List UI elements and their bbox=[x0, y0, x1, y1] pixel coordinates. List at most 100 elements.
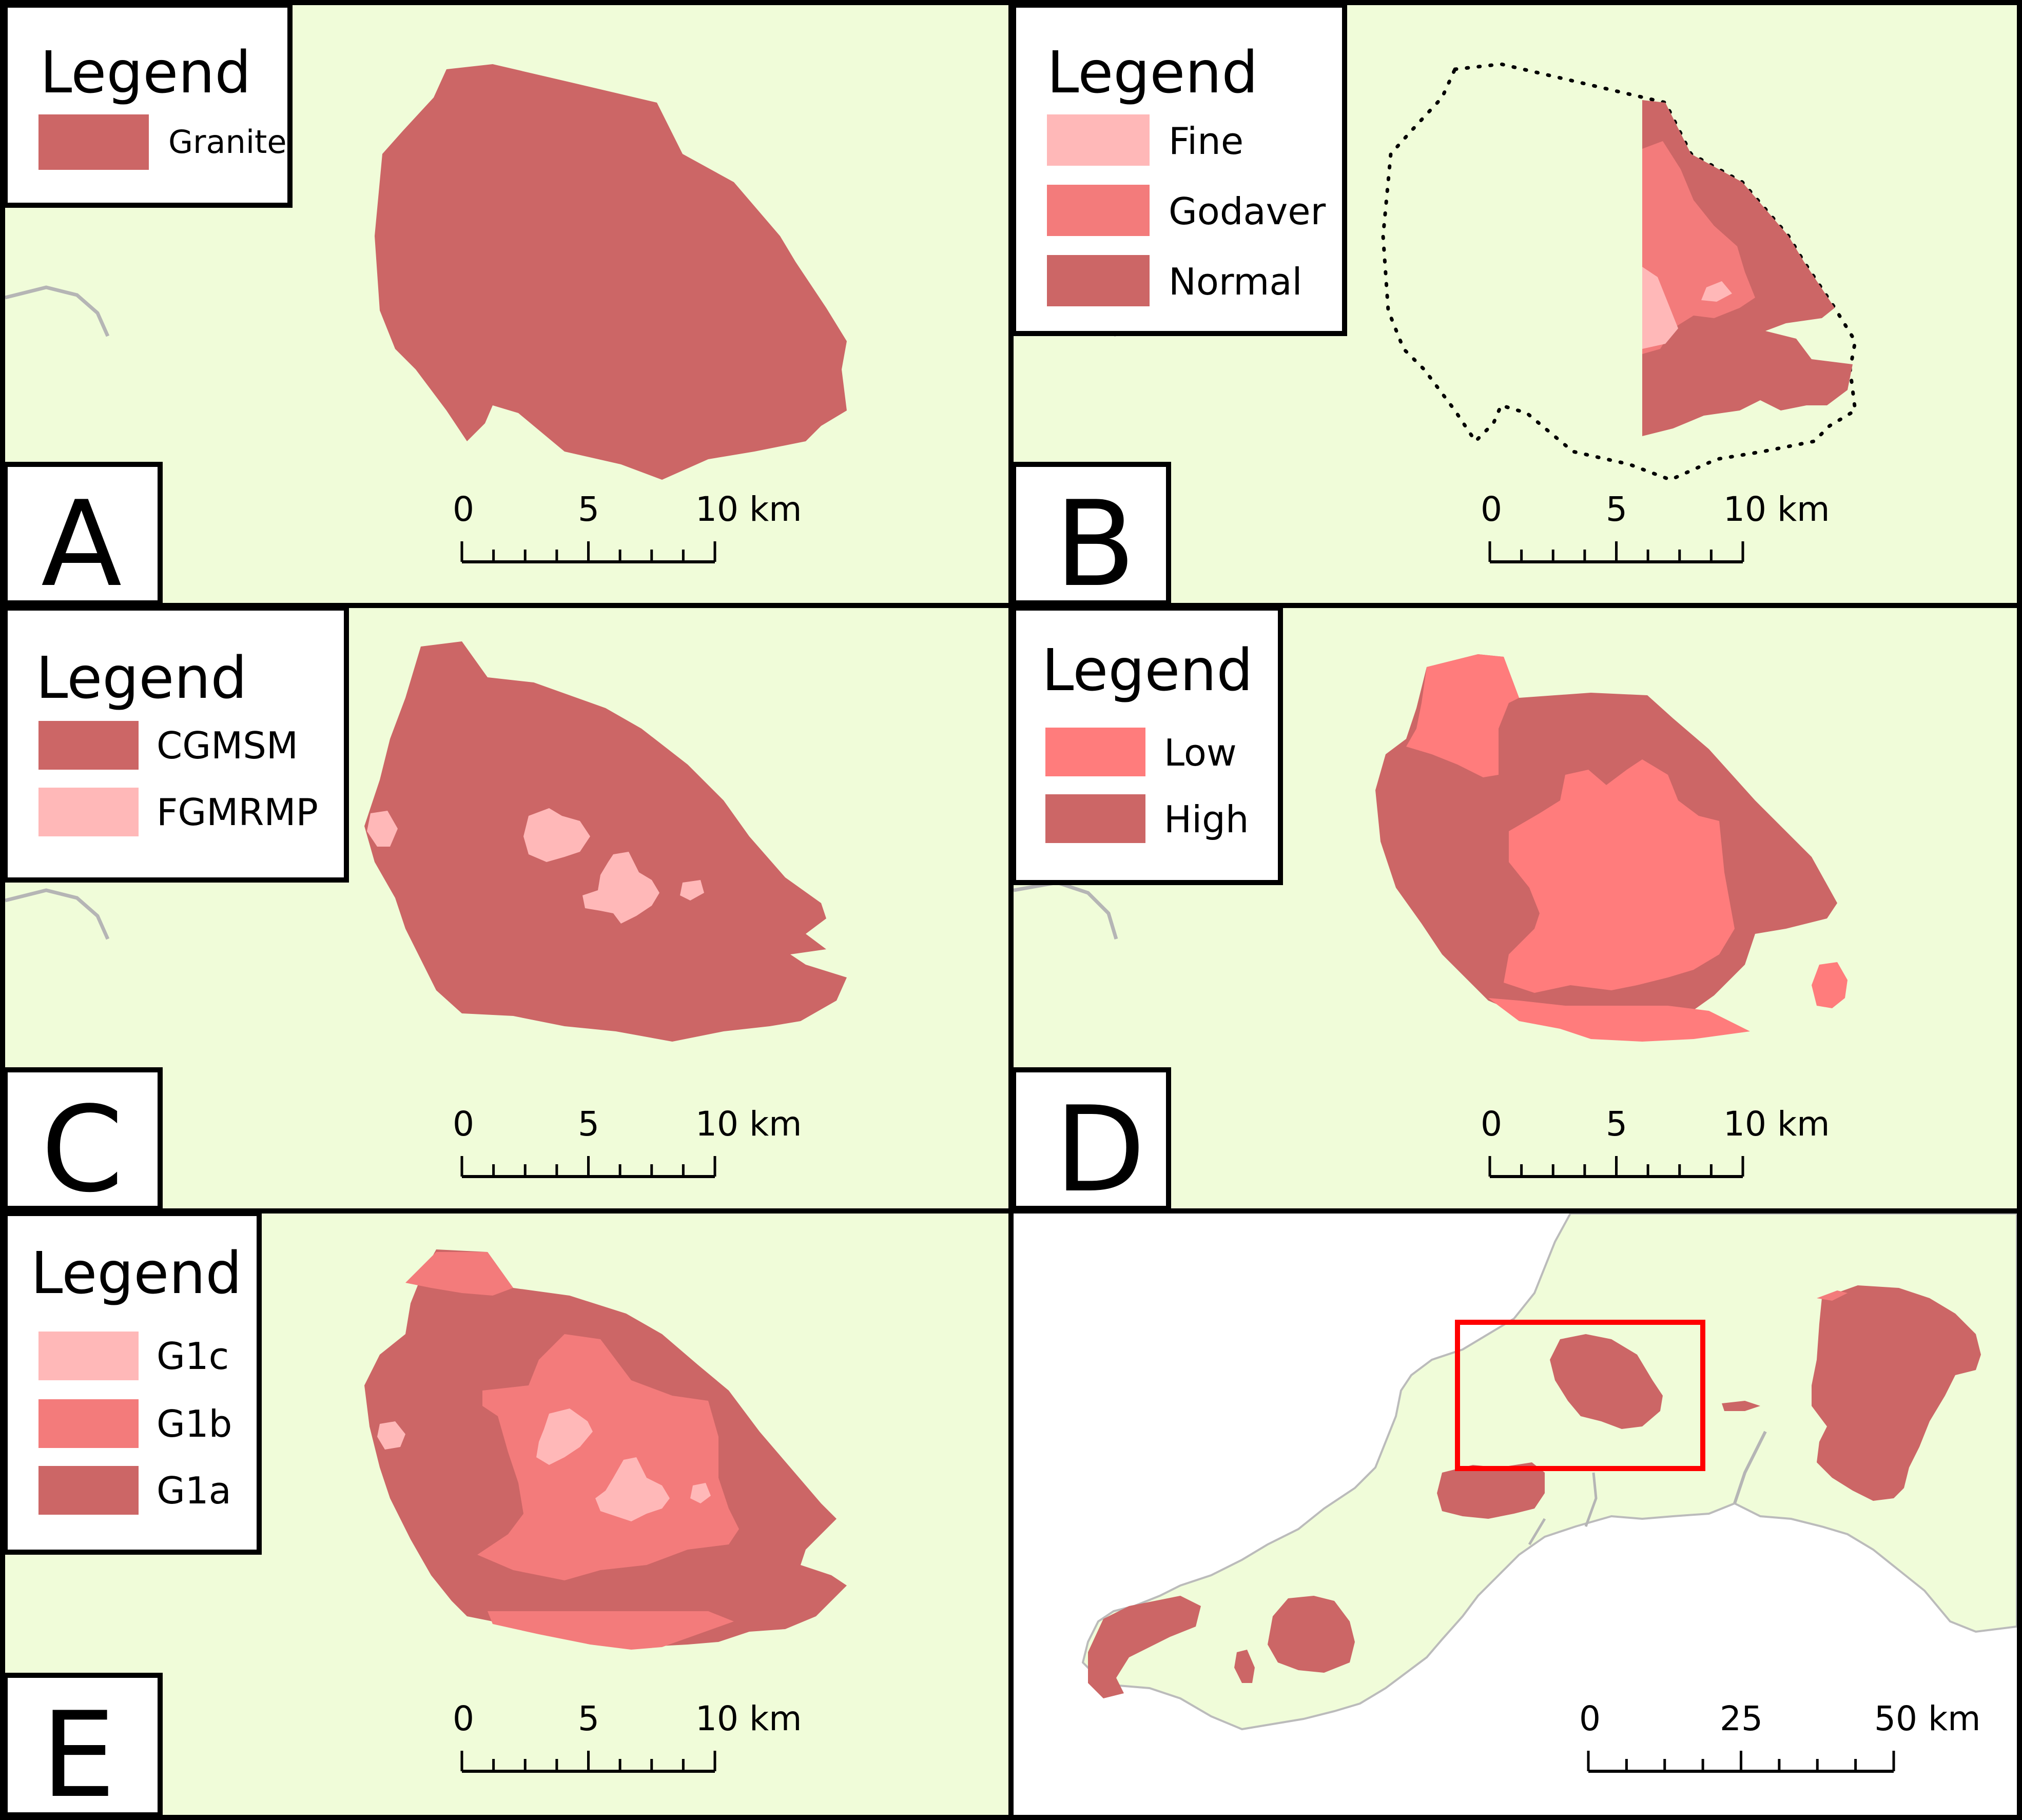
g1c-patch bbox=[536, 1408, 593, 1465]
legend-e-label-g1b: G1b bbox=[157, 1402, 232, 1445]
legend-c-label-fgmrmp: FGMRMP bbox=[157, 791, 318, 834]
legend-d-label-high: High bbox=[1164, 798, 1249, 841]
scale-label-10km: 10 km bbox=[695, 490, 802, 529]
low-region-central bbox=[1504, 759, 1735, 993]
legend-b-title: Legend bbox=[1047, 40, 1258, 106]
legend-d-label-low: Low bbox=[1164, 731, 1237, 774]
legend-a-swatch-granite bbox=[38, 114, 149, 170]
fgmrmp-patch bbox=[367, 811, 398, 847]
river-line bbox=[1733, 1431, 1767, 1504]
panel-d-map: Legend Low High D 0 5 10 km bbox=[1014, 608, 2017, 1219]
river-line bbox=[5, 285, 110, 337]
g1b-region-central bbox=[477, 1334, 739, 1580]
legend-d-title: Legend bbox=[1042, 637, 1253, 704]
godaver-granite-region bbox=[1642, 141, 1755, 354]
legend-b-label-godaver: Godaver bbox=[1169, 190, 1326, 233]
panel-c-letter-box bbox=[5, 1067, 163, 1208]
scale-label-0: 0 bbox=[1579, 1699, 1601, 1738]
g1c-patch bbox=[595, 1457, 670, 1521]
scale-label-0: 0 bbox=[1481, 490, 1502, 529]
scale-label-5: 5 bbox=[578, 1104, 599, 1144]
legend-c-swatch-fgmrmp bbox=[38, 788, 139, 836]
legend-e-title: Legend bbox=[31, 1240, 242, 1307]
fgmrmp-patch bbox=[582, 852, 659, 924]
cgmsm-region bbox=[364, 641, 847, 1042]
overview-granite-small bbox=[1722, 1401, 1760, 1411]
g1c-patch bbox=[690, 1483, 711, 1503]
scale-label-0: 0 bbox=[453, 1699, 474, 1738]
legend-e-label-g1c: G1c bbox=[157, 1335, 229, 1378]
legend-c-label-cgmsm: CGMSM bbox=[157, 724, 298, 767]
legend-a-box bbox=[5, 5, 293, 208]
legend-a-label-granite: Granite bbox=[168, 123, 287, 161]
scale-label-0: 0 bbox=[453, 490, 474, 529]
panel-d-letter: D bbox=[1055, 1082, 1145, 1219]
panel-e-letter-box bbox=[5, 1673, 163, 1815]
scale-bar-a bbox=[460, 541, 716, 563]
panel-b-map: Legend Fine Godaver Normal B 0 5 10 km bbox=[1014, 5, 2017, 613]
legend-e-label-g1a: G1a bbox=[157, 1469, 231, 1512]
legend-e-swatch-g1a bbox=[38, 1466, 139, 1515]
scale-bar-e bbox=[460, 1751, 716, 1773]
overview-granite-dartmoor bbox=[1812, 1285, 1981, 1501]
fgmrmp-patch bbox=[680, 880, 704, 901]
legend-b-label-normal: Normal bbox=[1169, 260, 1302, 303]
legend-b-label-fine: Fine bbox=[1169, 120, 1243, 163]
legend-c-title: Legend bbox=[36, 645, 247, 712]
overview-granite-small bbox=[1234, 1650, 1255, 1683]
scale-bar-b bbox=[1488, 541, 1744, 563]
panel-b-letter: B bbox=[1055, 476, 1136, 613]
river-line bbox=[1584, 1472, 1598, 1527]
scale-label-25: 25 bbox=[1720, 1699, 1763, 1738]
overview-granite-carnmenellis bbox=[1268, 1596, 1355, 1673]
scale-label-5: 5 bbox=[578, 490, 599, 529]
scale-label-0: 0 bbox=[1481, 1104, 1502, 1144]
scale-bar-d bbox=[1488, 1156, 1744, 1178]
normal-granite-region bbox=[1642, 100, 1853, 436]
low-region-southeast bbox=[1812, 962, 1848, 1008]
panel-a-letter-box bbox=[5, 462, 163, 603]
low-region-northwest bbox=[1406, 654, 1519, 777]
fine-granite-patch bbox=[1701, 281, 1732, 302]
fgmrmp-patch bbox=[523, 808, 590, 862]
panel-c-map: Legend CGMSM FGMRMP C 0 5 10 km bbox=[5, 608, 1008, 1219]
scale-label-10km: 10 km bbox=[1723, 490, 1830, 529]
panel-e-map: Legend G1c G1b G1a E 0 5 10 km bbox=[5, 1214, 1008, 1820]
panel-e-letter: E bbox=[41, 1687, 115, 1820]
legend-b-swatch-normal bbox=[1047, 255, 1150, 306]
panel-c-letter: C bbox=[41, 1082, 124, 1219]
g1b-region-north bbox=[405, 1252, 513, 1296]
scale-bar-c bbox=[460, 1156, 716, 1178]
low-region-south bbox=[1488, 998, 1750, 1042]
panel-a-letter: A bbox=[41, 476, 122, 613]
scale-label-0: 0 bbox=[453, 1104, 474, 1144]
overview-granite-small bbox=[1817, 1290, 1848, 1301]
panel-b-letter-box bbox=[1014, 462, 1171, 603]
panel-overview-map: 0 25 50 km bbox=[1014, 1214, 2017, 1815]
scale-label-5: 5 bbox=[1606, 490, 1627, 529]
legend-d-swatch-high bbox=[1045, 794, 1145, 843]
overview-granite-lands-end bbox=[1088, 1596, 1201, 1698]
g1b-region-south bbox=[488, 1611, 734, 1650]
river-line bbox=[5, 888, 110, 940]
g1c-patch bbox=[377, 1421, 405, 1450]
fine-granite-region bbox=[1642, 267, 1678, 349]
legend-a-title: Legend bbox=[40, 40, 251, 106]
legend-c-swatch-cgmsm bbox=[38, 721, 139, 770]
scale-label-10km: 10 km bbox=[695, 1104, 802, 1144]
legend-e-swatch-g1b bbox=[38, 1399, 139, 1448]
scale-label-10km: 10 km bbox=[695, 1699, 802, 1738]
locator-box bbox=[1455, 1320, 1705, 1471]
scale-bar-overview bbox=[1587, 1751, 1895, 1773]
panel-d-letter-box bbox=[1014, 1067, 1171, 1208]
legend-b-swatch-fine bbox=[1047, 114, 1150, 166]
panel-a-map: Legend Granite A 0 5 10 km bbox=[5, 5, 1008, 613]
overview-granite-bodmin bbox=[1437, 1462, 1545, 1519]
legend-d-swatch-low bbox=[1045, 728, 1145, 776]
scale-label-50km: 50 km bbox=[1874, 1699, 1980, 1738]
overview-granite-st-austell bbox=[1550, 1334, 1663, 1429]
scale-label-5: 5 bbox=[1606, 1104, 1627, 1144]
scale-label-10km: 10 km bbox=[1723, 1104, 1830, 1144]
